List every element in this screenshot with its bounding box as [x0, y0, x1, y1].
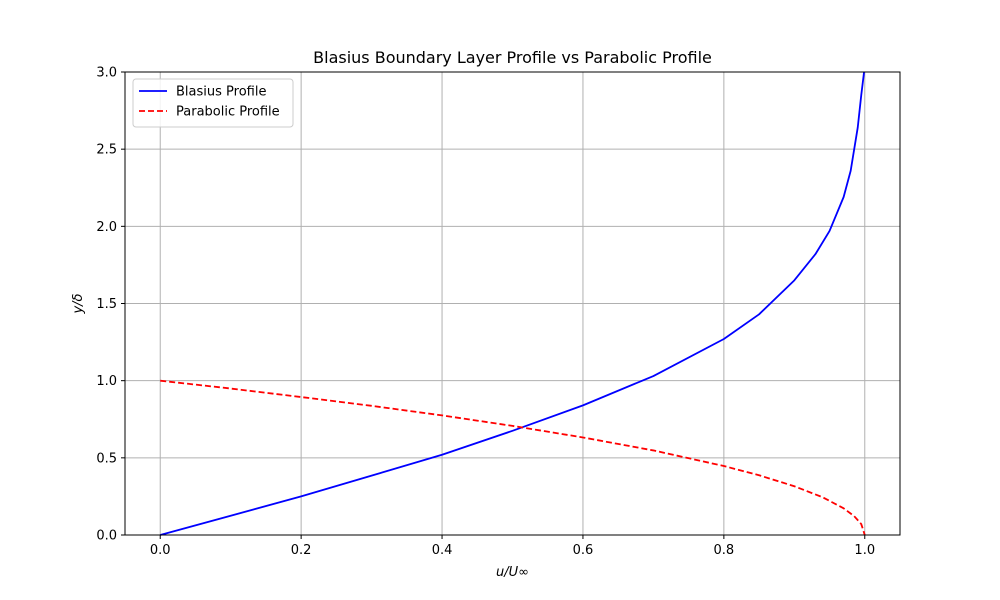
legend-label: Parabolic Profile [176, 105, 280, 120]
y-axis-label: y/δ [71, 293, 86, 314]
y-tick-label: 2.0 [96, 220, 117, 235]
series-layer [159, 71, 866, 536]
legend: Blasius Profile Parabolic Profile [132, 78, 294, 128]
y-tick-label: 1.5 [96, 297, 117, 312]
y-tick-label: 1.0 [96, 374, 117, 389]
y-tick-label: 3.0 [96, 66, 117, 81]
x-tick-label: 0.6 [573, 543, 594, 558]
y-tick-label: 2.5 [96, 143, 117, 158]
ticks: 0.0 0.2 0.4 0.6 0.8 1.0 0.0 0.5 1.0 1.5 2.0 2.5 3.0 [96, 66, 875, 559]
series-line-0 [159, 71, 865, 536]
legend-label: Blasius Profile [176, 85, 266, 100]
x-tick-label: 1.0 [854, 543, 875, 558]
legend-box [132, 78, 294, 128]
y-tick-label: 0.5 [96, 451, 117, 466]
x-tick-label: 0.8 [714, 543, 735, 558]
x-axis-label: u/U∞ [496, 565, 529, 580]
x-tick-label: 0.2 [291, 543, 312, 558]
x-tick-label: 0.0 [150, 543, 171, 558]
chart-title: Blasius Boundary Layer Profile vs Parabo… [313, 48, 712, 67]
x-tick-label: 0.4 [432, 543, 453, 558]
series-line-1 [160, 379, 866, 536]
grid [125, 71, 900, 536]
y-tick-label: 0.0 [96, 529, 117, 544]
